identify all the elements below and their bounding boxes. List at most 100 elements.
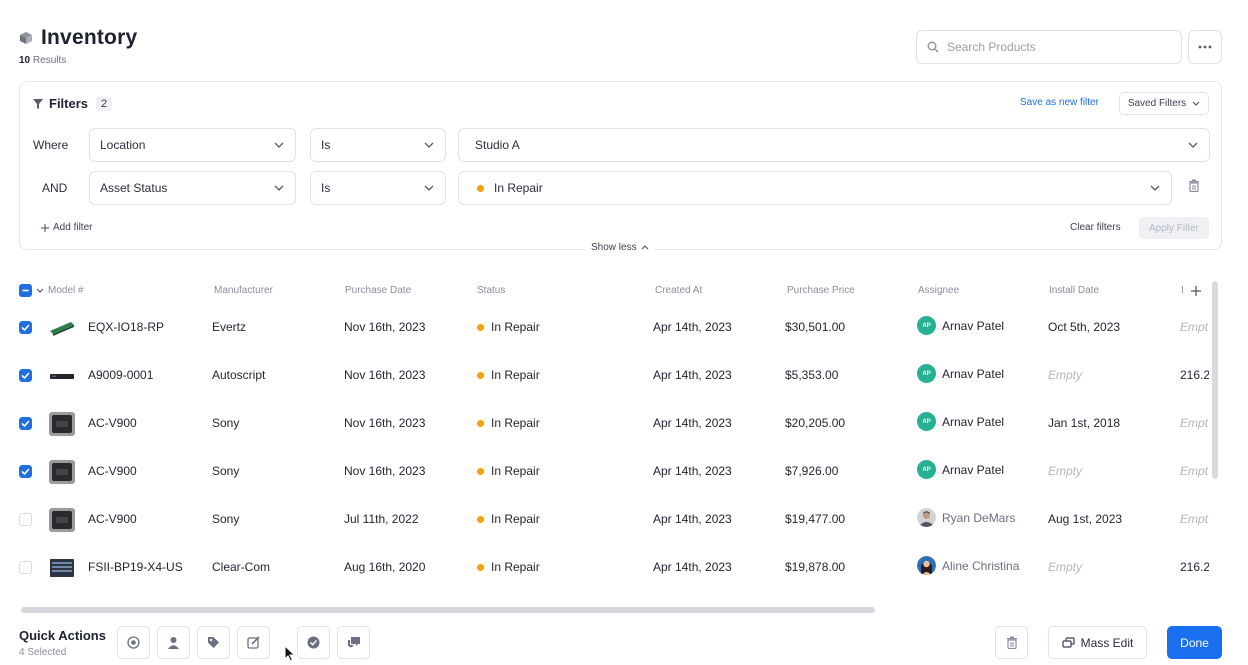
filters-panel: Filters 2 Save as new filter Saved Filte… — [19, 81, 1222, 250]
column-header[interactable]: Model # — [48, 285, 84, 296]
extra-cell: Empt — [1180, 416, 1209, 430]
created-at-cell: Apr 14th, 2023 — [653, 512, 732, 526]
page-title: Inventory — [41, 26, 138, 49]
avatar — [917, 556, 936, 575]
quick-action-edit-button[interactable] — [237, 626, 270, 659]
row-checkbox[interactable] — [19, 513, 32, 526]
row-checkbox[interactable] — [19, 561, 32, 574]
column-header[interactable]: I — [1181, 285, 1184, 296]
horizontal-scrollbar[interactable] — [21, 607, 875, 613]
inventory-table: Model # Manufacturer Purchase Date Statu… — [19, 280, 1209, 600]
column-header[interactable]: Manufacturer — [214, 285, 273, 296]
status-cell: In Repair — [477, 368, 540, 382]
purchase-date-cell: Jul 11th, 2022 — [344, 512, 419, 526]
extra-cell: Empt — [1180, 512, 1209, 526]
column-header[interactable]: Purchase Date — [345, 285, 412, 296]
chevron-down-icon — [274, 185, 284, 191]
status-cell: In Repair — [477, 512, 540, 526]
chat-icon — [347, 637, 360, 648]
quick-action-comment-button[interactable] — [337, 626, 370, 659]
assignee-cell: Ryan DeMars — [917, 508, 1015, 527]
search-box[interactable] — [916, 30, 1182, 64]
created-at-cell: Apr 14th, 2023 — [653, 464, 732, 478]
chevron-down-icon — [1188, 142, 1198, 148]
price-cell: $7,926.00 — [785, 464, 839, 478]
column-header[interactable]: Assignee — [918, 285, 960, 296]
results-count: 10 Results — [19, 55, 67, 66]
column-header[interactable]: Purchase Price — [787, 285, 855, 296]
edit-icon — [247, 636, 260, 649]
delete-selected-button[interactable] — [995, 626, 1028, 659]
plus-icon[interactable] — [1191, 286, 1201, 296]
purchase-date-cell: Nov 16th, 2023 — [344, 464, 426, 478]
row-checkbox[interactable] — [19, 369, 32, 382]
page-header: Inventory 10 Results — [19, 26, 137, 66]
avatar: AP — [917, 412, 936, 431]
avatar — [917, 508, 936, 527]
price-cell: $30,501.00 — [785, 320, 846, 334]
filter-field-select[interactable]: Asset Status — [89, 171, 296, 205]
quick-action-assign-button[interactable] — [157, 626, 190, 659]
filter-connector-where: Where — [33, 138, 69, 152]
model-cell: AC-V900 — [88, 416, 137, 430]
install-date-cell: Empty — [1048, 368, 1083, 382]
install-date-cell: Oct 5th, 2023 — [1048, 320, 1121, 334]
table-row[interactable]: AC-V900 Sony Jul 11th, 2022 In Repair Ap… — [19, 497, 1209, 545]
add-filter-button[interactable]: Add filter — [41, 222, 92, 233]
manufacturer-cell: Clear-Com — [212, 560, 271, 574]
target-icon — [127, 636, 140, 649]
row-checkbox[interactable] — [19, 321, 32, 334]
table-row[interactable]: FSII-BP19-X4-US Clear-Com Aug 16th, 2020… — [19, 545, 1209, 593]
product-thumbnail — [49, 508, 75, 532]
table-row[interactable]: AC-V900 Sony Nov 16th, 2023 In Repair Ap… — [19, 401, 1209, 449]
model-cell: A9009-0001 — [88, 368, 154, 382]
row-checkbox[interactable] — [19, 465, 32, 478]
table-row[interactable]: EQX-IO18-RP Evertz Nov 16th, 2023 In Rep… — [19, 305, 1209, 353]
save-filter-link[interactable]: Save as new filter — [1020, 97, 1099, 108]
search-input[interactable] — [947, 40, 1167, 54]
quick-action-status-button[interactable] — [297, 626, 330, 659]
quick-action-location-button[interactable] — [117, 626, 150, 659]
more-options-button[interactable] — [1188, 30, 1222, 64]
chevron-down-icon — [274, 142, 284, 148]
select-all-checkbox[interactable] — [19, 284, 32, 297]
status-cell: In Repair — [477, 416, 540, 430]
extra-cell: 216.27 — [1180, 368, 1209, 382]
table-row[interactable]: AC-V900 Sony Nov 16th, 2023 In Repair Ap… — [19, 449, 1209, 497]
saved-filters-dropdown[interactable]: Saved Filters — [1119, 92, 1209, 115]
trash-icon — [1006, 636, 1017, 649]
filter-value-select[interactable]: In Repair — [458, 171, 1172, 205]
column-header[interactable]: Status — [477, 285, 506, 296]
assignee-cell: Aline Christina — [917, 556, 1019, 575]
trash-icon[interactable] — [1188, 179, 1200, 192]
search-icon — [927, 41, 939, 53]
filter-count-badge: 2 — [96, 96, 113, 111]
chevron-down-icon — [424, 185, 434, 191]
column-header[interactable]: Created At — [655, 285, 703, 296]
product-thumbnail — [49, 460, 75, 484]
filter-field-select[interactable]: Location — [89, 128, 296, 162]
row-checkbox[interactable] — [19, 417, 32, 430]
show-less-toggle[interactable]: Show less — [585, 242, 655, 253]
purchase-date-cell: Nov 16th, 2023 — [344, 368, 426, 382]
chevron-down-icon[interactable] — [36, 288, 44, 293]
apply-filter-button[interactable]: Apply Filter — [1139, 217, 1209, 239]
filter-value-select[interactable]: Studio A — [458, 128, 1210, 162]
filter-operator-select[interactable]: Is — [310, 128, 446, 162]
filter-operator-select[interactable]: Is — [310, 171, 446, 205]
product-thumbnail — [49, 556, 75, 580]
assignee-cell: AP Arnav Patel — [917, 316, 1004, 335]
vertical-scrollbar[interactable] — [1212, 281, 1218, 479]
mass-edit-button[interactable]: Mass Edit — [1048, 626, 1147, 659]
model-cell: AC-V900 — [88, 464, 137, 478]
select-all-control[interactable] — [19, 284, 44, 297]
avatar: AP — [917, 316, 936, 335]
clear-filters-button[interactable]: Clear filters — [1070, 222, 1121, 233]
extra-cell: Empt — [1180, 464, 1209, 478]
quick-action-tag-button[interactable] — [197, 626, 230, 659]
manufacturer-cell: Sony — [212, 416, 240, 430]
column-header[interactable]: Install Date — [1049, 285, 1100, 296]
table-row[interactable]: A9009-0001 Autoscript Nov 16th, 2023 In … — [19, 353, 1209, 401]
status-cell: In Repair — [477, 560, 540, 574]
done-button[interactable]: Done — [1167, 626, 1222, 659]
